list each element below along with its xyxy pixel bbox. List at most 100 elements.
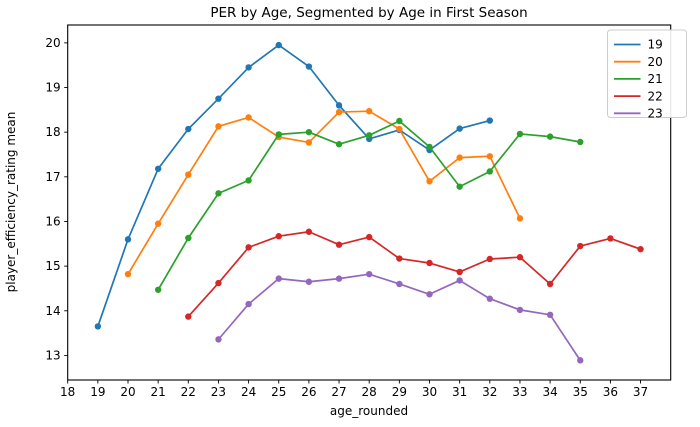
x-tick-label: 36 — [603, 385, 618, 399]
data-point-21-26 — [305, 128, 313, 136]
y-tick-label: 17 — [45, 170, 60, 184]
data-point-23-34 — [546, 311, 554, 319]
data-point-19-31 — [456, 125, 463, 132]
x-tick-label: 34 — [542, 385, 557, 399]
data-point-23-28 — [366, 270, 373, 278]
data-point-19-26 — [305, 63, 313, 70]
data-point-22-32 — [486, 255, 493, 263]
data-point-21-32 — [486, 168, 493, 175]
data-point-20-28 — [366, 107, 373, 115]
legend-entry-23: 23 — [614, 107, 663, 121]
data-point-22-31 — [456, 268, 463, 276]
x-tick-label: 21 — [151, 385, 166, 399]
x-tick-label: 23 — [211, 385, 226, 399]
x-tick-label: 20 — [120, 385, 135, 399]
data-point-19-23 — [215, 95, 222, 102]
y-axis-label: player_efficiency_rating mean — [4, 112, 18, 293]
data-point-21-27 — [335, 141, 343, 148]
legend-entry-22: 22 — [614, 89, 663, 103]
data-point-23-26 — [305, 278, 313, 285]
data-point-22-36 — [607, 235, 614, 242]
x-tick-label: 25 — [271, 385, 286, 399]
data-point-20-32 — [486, 153, 493, 160]
x-tick-label: 30 — [422, 385, 437, 399]
data-point-21-31 — [456, 183, 463, 190]
data-point-19-27 — [335, 102, 343, 109]
data-point-23-24 — [245, 300, 252, 308]
data-point-21-22 — [185, 234, 192, 242]
data-point-21-25 — [275, 131, 282, 138]
legend-label: 22 — [648, 89, 663, 103]
data-point-23-31 — [456, 277, 463, 284]
data-point-22-29 — [396, 255, 403, 262]
data-point-22-22 — [185, 313, 192, 320]
data-point-19-21 — [154, 165, 162, 172]
data-point-19-24 — [245, 64, 252, 71]
y-tick-label: 20 — [45, 36, 60, 50]
legend-entry-21: 21 — [614, 72, 663, 86]
series-line-19 — [97, 44, 491, 327]
data-point-20-21 — [154, 220, 162, 227]
x-tick-label: 24 — [241, 385, 256, 399]
data-point-19-19 — [94, 323, 102, 330]
data-point-23-23 — [215, 336, 222, 343]
data-point-23-35 — [577, 357, 584, 364]
data-point-20-29 — [396, 125, 403, 133]
data-point-21-33 — [516, 130, 524, 138]
legend-entry-20: 20 — [614, 55, 663, 69]
legend: 19 20 21 22 23 — [607, 29, 687, 121]
data-point-20-24 — [245, 114, 252, 121]
series-line-21 — [157, 120, 581, 291]
data-point-21-29 — [396, 117, 403, 125]
data-point-22-27 — [335, 241, 343, 248]
y-tick-label: 15 — [45, 259, 60, 273]
x-tick-label: 27 — [331, 385, 346, 399]
x-tick-label: 31 — [452, 385, 467, 399]
y-tick-label: 16 — [45, 214, 60, 228]
data-point-22-37 — [637, 245, 644, 253]
data-point-22-35 — [577, 242, 584, 250]
data-point-19-25 — [275, 41, 282, 49]
legend-label: 23 — [648, 107, 663, 121]
data-point-19-22 — [185, 125, 192, 133]
series-21 — [154, 117, 584, 293]
legend-label: 19 — [648, 38, 663, 52]
legend-label: 21 — [648, 72, 663, 86]
x-tick-label: 18 — [60, 385, 75, 399]
series-line-20 — [127, 110, 521, 275]
x-tick-label: 19 — [90, 385, 105, 399]
data-point-22-25 — [275, 233, 282, 240]
x-tick-label: 29 — [392, 385, 407, 399]
x-tick-label: 22 — [181, 385, 196, 399]
data-point-20-33 — [516, 215, 524, 222]
x-tick-label: 35 — [573, 385, 588, 399]
data-point-22-33 — [516, 254, 524, 261]
x-tick-label: 28 — [362, 385, 377, 399]
plot-area: 18 19 20 21 22 23 24 25 26 27 28 29 30 31 32 33 34 35 36 37… — [45, 24, 672, 399]
data-point-21-28 — [366, 132, 373, 139]
x-tick-label: 32 — [482, 385, 497, 399]
series-line-22 — [187, 230, 641, 318]
data-point-20-30 — [426, 178, 433, 185]
x-axis-label: age_rounded — [330, 404, 408, 418]
data-point-23-30 — [426, 291, 433, 298]
y-tick-label: 14 — [45, 304, 60, 318]
data-point-22-23 — [215, 279, 222, 287]
data-point-22-34 — [546, 280, 554, 288]
data-point-20-27 — [335, 108, 343, 116]
data-point-21-30 — [426, 143, 433, 151]
plot-border — [67, 24, 672, 381]
data-point-23-33 — [516, 306, 524, 314]
x-tick-label: 37 — [633, 385, 648, 399]
data-point-20-23 — [215, 123, 222, 130]
data-point-22-30 — [426, 259, 433, 267]
data-point-20-31 — [456, 154, 463, 161]
series-22 — [185, 228, 644, 320]
data-point-22-28 — [366, 233, 373, 241]
data-point-21-35 — [577, 138, 584, 146]
data-point-19-32 — [486, 117, 493, 124]
x-tick-label: 33 — [512, 385, 527, 399]
x-tick-label: 26 — [301, 385, 316, 399]
